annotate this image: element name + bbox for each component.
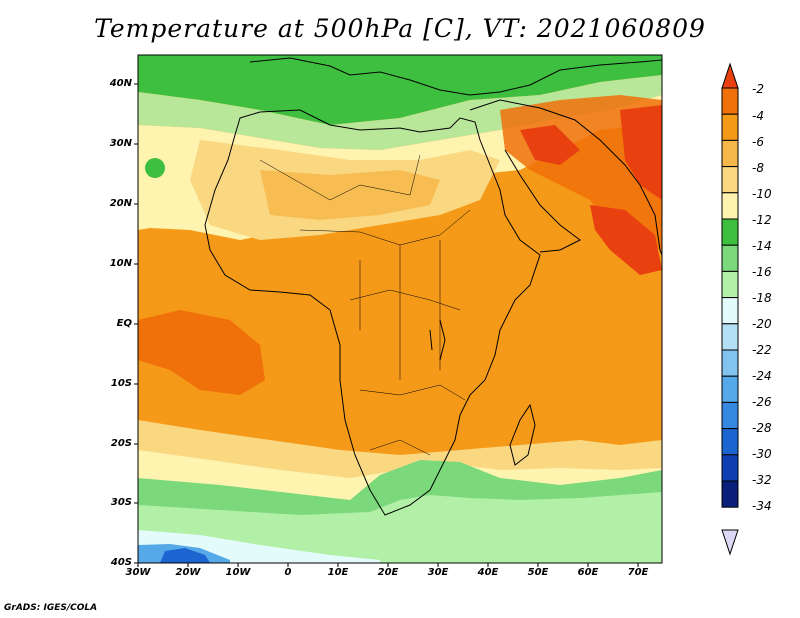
colorbar-box [721, 375, 739, 403]
lat-label: 20S [110, 438, 132, 449]
colorbar-box [721, 454, 739, 482]
lon-label: 40E [477, 567, 499, 578]
colorbar-label: -16 [752, 265, 772, 279]
borders [259, 154, 471, 456]
border-south [369, 439, 431, 456]
colorbar-label: -4 [752, 109, 764, 123]
border-sahara-north [259, 154, 421, 201]
colorbar-label: -14 [752, 239, 772, 253]
field-gulf-hot [520, 125, 580, 165]
field-atlantic-warm [138, 310, 265, 395]
lon-label: 70E [627, 567, 649, 578]
colorbar-label: -34 [752, 499, 772, 513]
axis-ticks [134, 83, 639, 567]
colorbar-box [721, 166, 739, 194]
lon-label: 30E [427, 567, 449, 578]
colorbar-label: -6 [752, 135, 764, 149]
colorbar-label: -10 [752, 187, 772, 201]
lat-label: EQ [116, 318, 132, 329]
colorbar-label: -30 [752, 447, 772, 461]
colorbar-bottom-triangle [721, 529, 739, 556]
colorbar-top-triangle [721, 62, 739, 89]
colorbar-label: -8 [752, 161, 764, 175]
lon-label: 10W [225, 567, 251, 578]
field-pakistan-hot [620, 105, 662, 200]
lat-label: 30N [109, 138, 132, 149]
map-frame [137, 54, 663, 564]
colorbar-label: -20 [752, 317, 772, 331]
grads-credit: GrADS: IGES/COLA [4, 603, 98, 613]
africa-coastline [204, 109, 541, 516]
lon-label: 20W [175, 567, 201, 578]
colorbar-box [721, 323, 739, 351]
colorbar-label: -32 [752, 473, 772, 487]
lon-label: 20E [377, 567, 399, 578]
field-south-darkblue [160, 548, 210, 563]
colorbar-box [721, 297, 739, 325]
colorbar-box [721, 87, 739, 115]
lon-label: 10E [327, 567, 349, 578]
lat-label: 20N [109, 198, 132, 209]
europe-coastline [249, 57, 662, 96]
lat-label: 40N [109, 78, 132, 89]
lon-label: 50E [527, 567, 549, 578]
great-lakes [429, 319, 446, 361]
lat-label: 10S [110, 378, 132, 389]
border-central [349, 289, 461, 311]
border-south-central [359, 384, 466, 401]
colorbar-label: -12 [752, 213, 772, 227]
field-arabiansea-hot [590, 205, 662, 275]
colorbar-label: -28 [752, 421, 772, 435]
colorbar-label: -24 [752, 369, 772, 383]
lon-label: 30W [125, 567, 151, 578]
colorbar-box [721, 244, 739, 272]
colorbar-label: -2 [752, 82, 764, 96]
colorbar-box [721, 218, 739, 246]
field-north-lightgreen [138, 75, 662, 150]
lon-label: 60E [577, 567, 599, 578]
colorbar-box [721, 270, 739, 299]
colorbar-box [721, 139, 739, 168]
field-south-lightgreen [138, 492, 662, 563]
colorbar-label: -22 [752, 343, 772, 357]
coastlines [204, 57, 662, 516]
madagascar-coastline [509, 403, 536, 466]
colorbar-box [721, 192, 739, 220]
colorbar-boxes [721, 87, 739, 508]
colorbar-label: -26 [752, 395, 772, 409]
lon-label: 0 [284, 567, 292, 578]
colorbar-box [721, 428, 739, 456]
field-north-green [138, 55, 662, 125]
colorbar-box [721, 349, 739, 377]
colorbar-label: -18 [752, 291, 772, 305]
lat-label: 40S [110, 557, 132, 568]
colorbar [721, 62, 739, 556]
border-meridional [359, 240, 441, 380]
colorbar-box [721, 480, 739, 508]
arabia-coastline [469, 99, 662, 256]
field-canary-green [145, 158, 165, 178]
lat-label: 10N [109, 258, 132, 269]
colorbar-box [721, 401, 739, 430]
field-sahara-orange [260, 170, 440, 220]
colorbar-box [721, 113, 739, 141]
lat-label: 30S [110, 497, 132, 508]
map-title: Temperature at 500hPa [C], VT: 202106080… [94, 14, 706, 43]
